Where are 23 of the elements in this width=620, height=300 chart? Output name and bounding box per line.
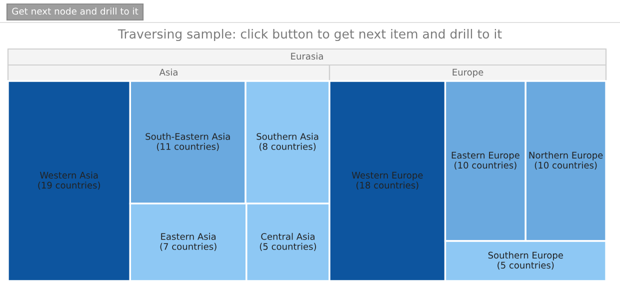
data-label: (5 countries): [498, 262, 554, 270]
series-label: Asia: [159, 68, 178, 76]
data-label: (10 countries): [534, 162, 597, 170]
data-label: (11 countries): [156, 142, 219, 151]
category-label: Southern Asia: [256, 132, 318, 140]
text: Get next node and drill to it: [12, 8, 138, 15]
data-label: (8 countries): [260, 142, 316, 151]
category-label: South-Eastern Asia: [146, 132, 230, 140]
text: Traversing sample: click button to get next item and drill to it: [118, 28, 502, 42]
category-label: Western Asia: [40, 172, 98, 179]
data-label: (10 countries): [454, 162, 516, 170]
text: Eurasia: [291, 52, 323, 60]
category-label: Northern Europe: [529, 152, 603, 160]
category-label: Eastern Asia: [161, 232, 216, 240]
category-label: Southern Europe: [488, 252, 563, 260]
data-label: (5 countries): [260, 242, 316, 251]
category-label: Western Europe: [352, 172, 423, 180]
data-label: (19 countries): [38, 182, 100, 190]
data-label: (7 countries): [160, 242, 216, 251]
category-label: Eastern Europe: [452, 152, 520, 160]
series-label: Europe: [452, 68, 484, 78]
category-label: Central Asia: [261, 232, 314, 240]
data-label: (18 countries): [356, 182, 418, 190]
